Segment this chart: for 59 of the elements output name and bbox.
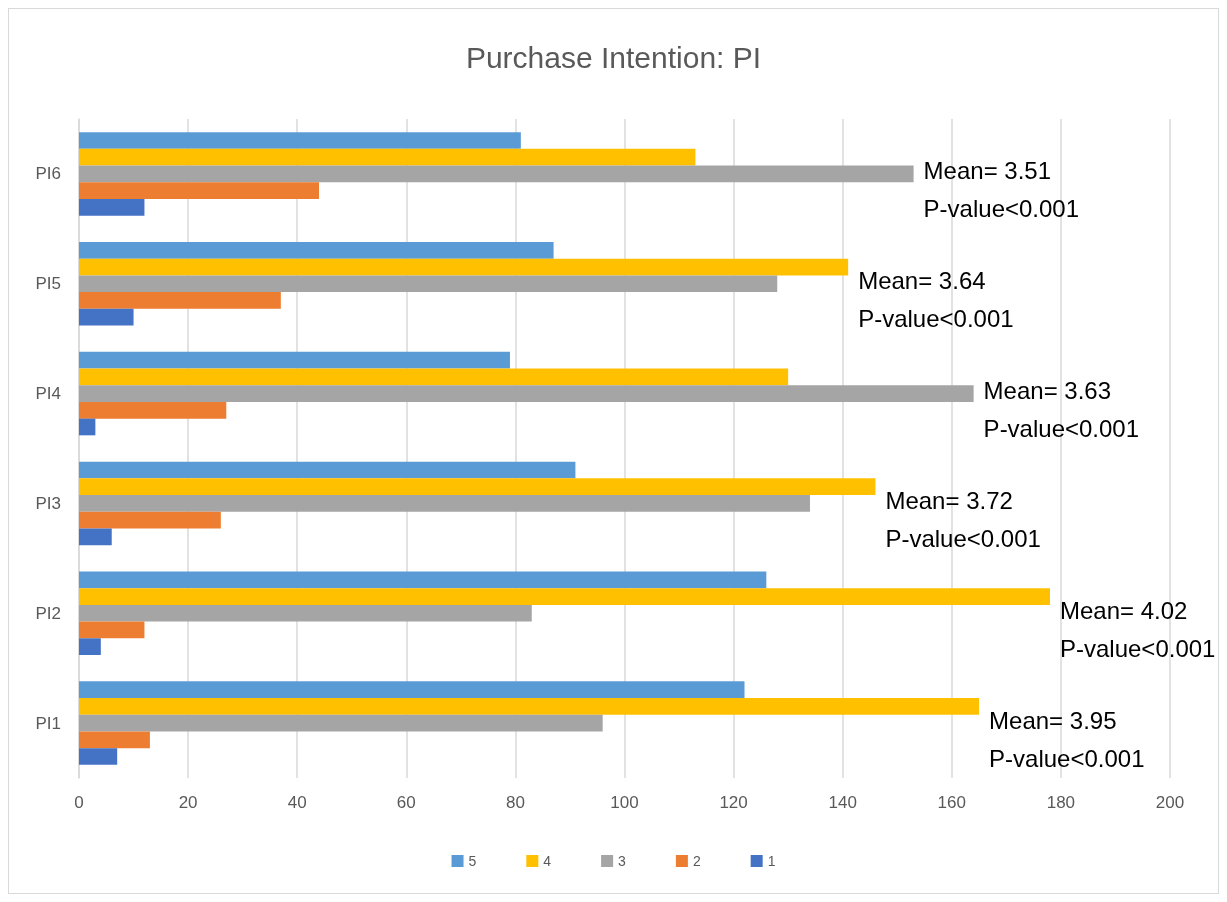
bar (79, 385, 974, 402)
bar (79, 495, 810, 512)
legend-label: 2 (692, 853, 701, 869)
y-tick-label: PI5 (35, 274, 61, 294)
bar (79, 292, 281, 309)
bar (79, 351, 510, 369)
annotation: Mean= 3.64 P-value<0.001 (858, 267, 1014, 333)
x-tick-label: 140 (828, 793, 857, 812)
bar (79, 148, 696, 166)
annotation: Mean= 3.95 P-value<0.001 (989, 706, 1145, 772)
chart-title: Purchase Intention: PI (465, 40, 762, 74)
y-tick-label: PI3 (35, 493, 61, 513)
bar (79, 511, 221, 529)
y-tick-label: PI1 (35, 713, 61, 733)
bar (79, 571, 767, 589)
legend-label: 3 (618, 853, 627, 869)
bar (79, 714, 603, 732)
bar (79, 681, 745, 699)
x-tick-label: 20 (178, 793, 198, 812)
y-tick-label: PI4 (35, 384, 61, 404)
x-tick-label: 0 (74, 793, 84, 812)
x-tick-label: 100 (610, 793, 639, 812)
bar (79, 621, 145, 639)
bar (79, 182, 320, 199)
bar (79, 275, 778, 293)
bar (79, 242, 554, 259)
bar (79, 165, 914, 183)
bar (79, 258, 849, 276)
bar (79, 418, 96, 436)
x-tick-label: 60 (396, 793, 416, 812)
annotation: Mean= 4.02 P-value<0.001 (1059, 596, 1216, 662)
annotation: Mean= 3.51 P-value<0.001 (923, 157, 1080, 223)
bar (79, 308, 134, 326)
y-tick-label: PI2 (35, 603, 61, 623)
bar (79, 198, 145, 216)
x-tick-label: 120 (719, 793, 748, 812)
bar (79, 638, 101, 655)
bar (79, 368, 789, 386)
bar (79, 478, 876, 496)
bar (79, 604, 532, 622)
bar (79, 731, 150, 749)
bar (79, 132, 521, 149)
legend-label: 5 (468, 853, 477, 869)
bar (79, 528, 112, 546)
bar (79, 401, 227, 419)
x-tick-label: 180 (1046, 793, 1076, 812)
x-tick-label: 160 (937, 793, 966, 812)
x-tick-label: 80 (505, 793, 525, 812)
bar (79, 588, 1050, 605)
annotation: Mean= 3.72 P-value<0.001 (885, 486, 1041, 552)
x-tick-label: 40 (287, 793, 307, 812)
y-tick-label: PI6 (35, 164, 61, 184)
bar (79, 698, 980, 715)
bar (79, 461, 576, 479)
bar (79, 748, 118, 765)
x-tick-label: 200 (1155, 793, 1185, 812)
legend-label: 4 (543, 853, 552, 869)
legend-label: 1 (767, 853, 776, 869)
annotation: Mean= 3.63 P-value<0.001 (983, 377, 1140, 443)
